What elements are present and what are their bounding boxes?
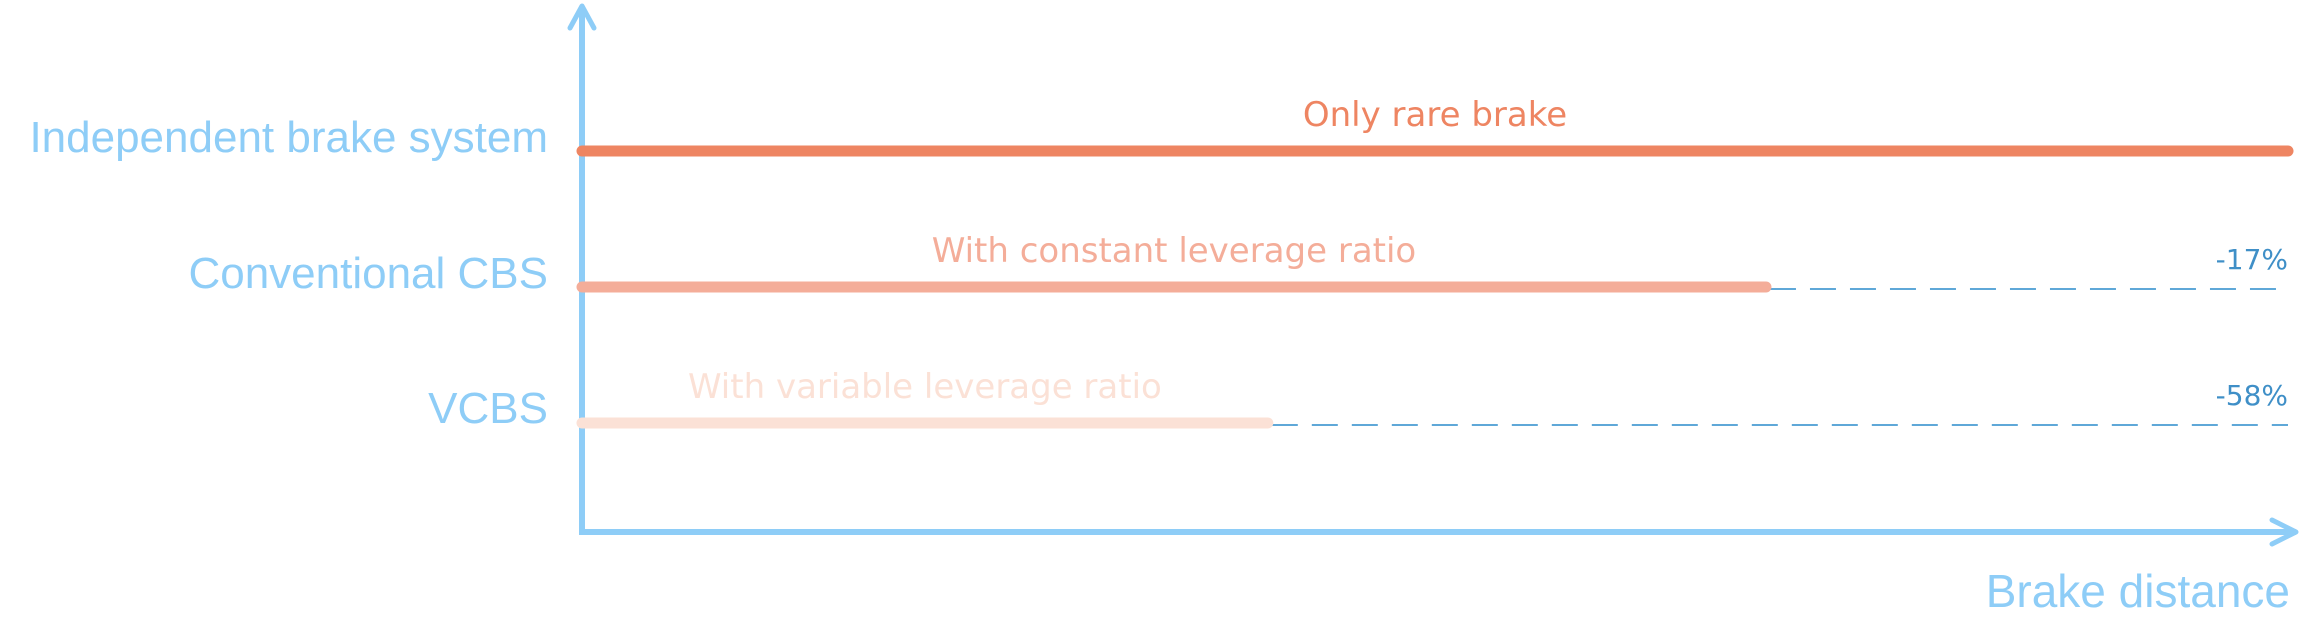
y-axis-arrow [567, 3, 597, 31]
bar-label-1: With constant leverage ratio [932, 231, 1417, 271]
bar-label-0: Only rare brake [1303, 95, 1567, 135]
category-label-0: Independent brake system [29, 113, 548, 162]
x-axis-title: Brake distance [1986, 565, 2290, 617]
bar-label-2: With variable leverage ratio [688, 367, 1162, 407]
x-axis-arrow [2269, 517, 2299, 547]
percent-label-1: -17% [2216, 243, 2288, 276]
percent-label-2: -58% [2216, 379, 2288, 412]
category-label-1: Conventional CBS [188, 249, 548, 298]
category-label-2: VCBS [428, 384, 548, 433]
